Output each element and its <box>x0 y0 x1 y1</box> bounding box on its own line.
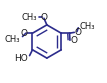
Text: O: O <box>70 36 77 45</box>
Text: CH₃: CH₃ <box>79 22 95 31</box>
Text: O: O <box>74 28 82 37</box>
Text: HO: HO <box>14 54 28 63</box>
Text: CH₃: CH₃ <box>4 35 20 43</box>
Text: CH₃: CH₃ <box>21 13 37 22</box>
Text: O: O <box>20 29 27 38</box>
Text: O: O <box>40 13 48 22</box>
